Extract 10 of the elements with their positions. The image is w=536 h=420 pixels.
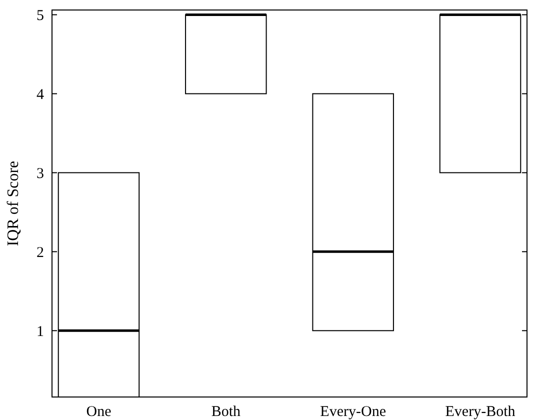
y-tick-label: 3 xyxy=(36,166,44,182)
x-tick-label: Every-One xyxy=(320,404,386,420)
x-tick-label: Every-Both xyxy=(445,404,516,420)
x-tick-label: One xyxy=(86,404,112,420)
y-tick-label: 2 xyxy=(36,244,44,261)
x-tick-label: Both xyxy=(211,404,241,420)
y-axis-title: IQR of Score xyxy=(5,160,22,246)
y-tick-label: 5 xyxy=(36,8,44,24)
y-tick-label: 4 xyxy=(36,86,44,103)
y-tick-label: 1 xyxy=(36,324,44,340)
